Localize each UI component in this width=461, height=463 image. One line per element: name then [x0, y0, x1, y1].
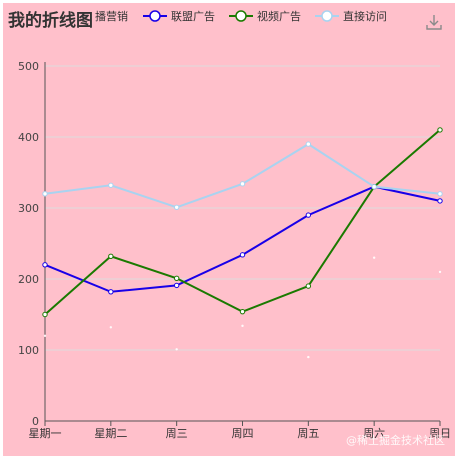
- data-point[interactable]: [42, 191, 48, 197]
- y-tick-label: 500: [18, 60, 39, 73]
- data-point[interactable]: [371, 184, 377, 190]
- data-point[interactable]: [307, 355, 310, 359]
- legend-label[interactable]: 联盟广告: [171, 10, 215, 23]
- x-tick-label: 周六: [363, 427, 385, 440]
- chart-title: 我的折线图: [8, 11, 93, 31]
- data-point[interactable]: [437, 127, 443, 133]
- x-tick-label: 周三: [166, 427, 188, 440]
- data-point[interactable]: [437, 198, 443, 204]
- data-point[interactable]: [43, 334, 47, 337]
- series-line: [44, 185, 441, 293]
- chart-container: 0 100 200 300 400 500 星期一 星期二 周三 周四 周五 周六 周日 播营销 联盟广告 视…: [3, 3, 455, 456]
- data-point[interactable]: [305, 212, 312, 218]
- data-point[interactable]: [305, 141, 312, 147]
- series-line: [44, 142, 441, 209]
- data-point[interactable]: [173, 275, 180, 281]
- y-tick-label: 0: [32, 415, 39, 428]
- data-point[interactable]: [438, 270, 442, 274]
- series-line: [44, 129, 441, 316]
- legend-swatch-marker[interactable]: [235, 10, 247, 22]
- data-point[interactable]: [372, 256, 376, 259]
- data-point[interactable]: [241, 324, 244, 328]
- x-tick-label: 周四: [232, 427, 254, 440]
- data-point[interactable]: [108, 182, 114, 188]
- line-chart: 0 100 200 300 400 500 星期一 星期二 周三 周四 周五 周六 周日 播营销 联盟广告 视…: [18, 9, 451, 440]
- data-point[interactable]: [173, 282, 180, 289]
- y-tick-label: 400: [18, 131, 39, 144]
- legend-label[interactable]: 直接访问: [343, 9, 387, 23]
- data-point[interactable]: [173, 204, 180, 210]
- data-point[interactable]: [42, 311, 48, 318]
- legend-label[interactable]: 播营销: [95, 9, 128, 23]
- x-tick-label: 星期二: [94, 427, 127, 440]
- watermark: @稀土掘金技术社区: [346, 434, 445, 447]
- legend-swatch-marker[interactable]: [149, 10, 161, 22]
- y-tick-label: 200: [18, 273, 39, 286]
- y-tick-label: 300: [18, 202, 39, 215]
- x-tick-label: 周五: [297, 427, 319, 440]
- x-tick-label: 星期一: [29, 427, 62, 440]
- legend-label[interactable]: 视频广告: [257, 9, 301, 23]
- data-point[interactable]: [239, 308, 246, 315]
- data-point[interactable]: [239, 252, 246, 258]
- data-point[interactable]: [239, 181, 246, 187]
- data-point[interactable]: [305, 283, 312, 289]
- y-tick-label: 100: [18, 344, 39, 357]
- legend-swatch-marker[interactable]: [321, 10, 333, 22]
- data-point[interactable]: [437, 191, 443, 197]
- data-point[interactable]: [109, 326, 113, 329]
- data-point[interactable]: [108, 253, 114, 259]
- x-tick-label: 周日: [429, 427, 451, 440]
- data-point[interactable]: [108, 289, 114, 295]
- download-icon[interactable]: [425, 13, 443, 31]
- data-point[interactable]: [175, 348, 178, 351]
- data-point[interactable]: [42, 262, 48, 268]
